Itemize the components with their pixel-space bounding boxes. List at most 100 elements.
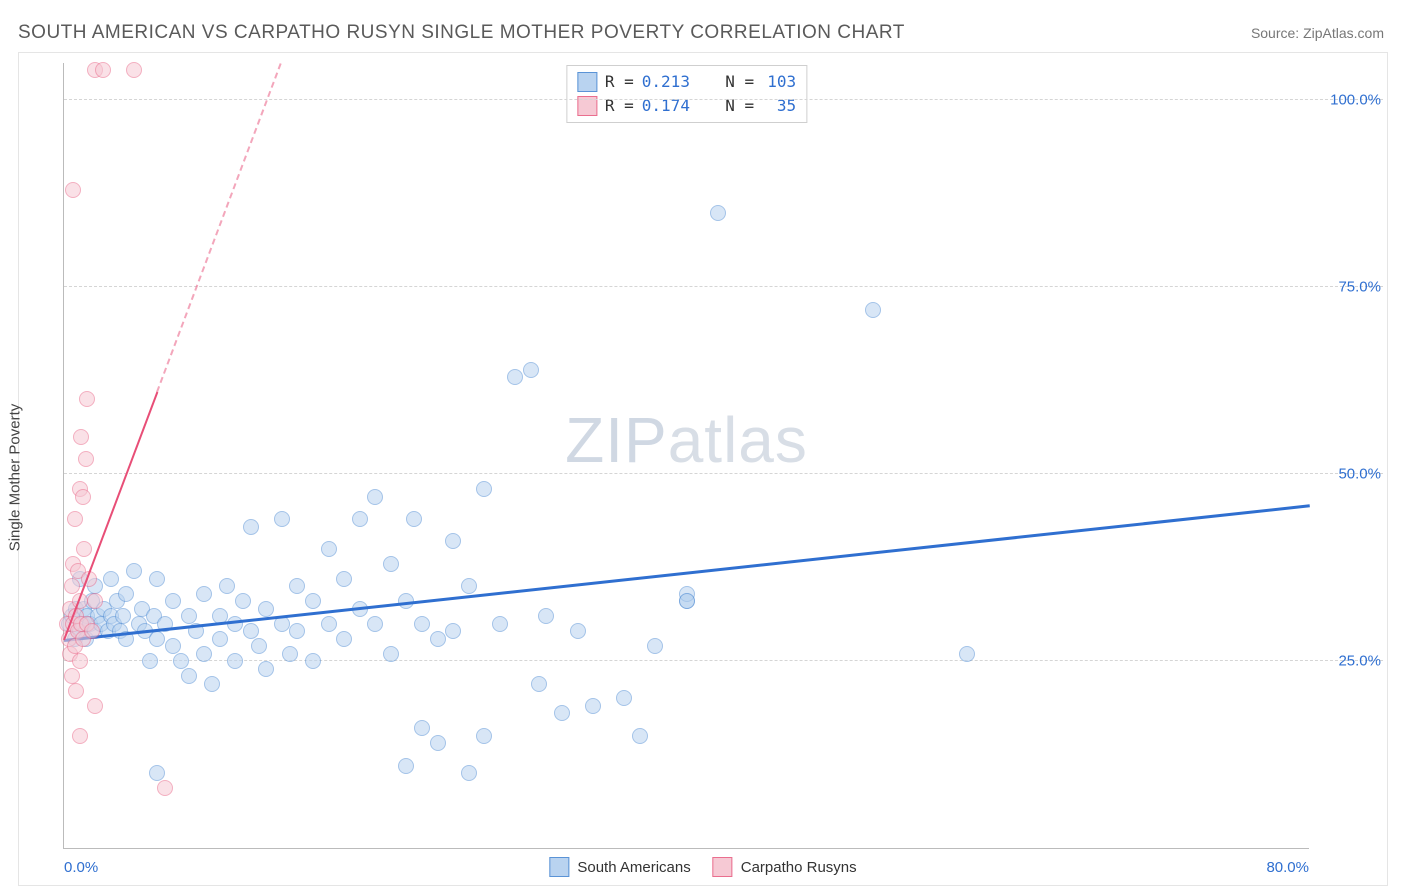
data-point xyxy=(554,705,570,721)
data-point xyxy=(367,616,383,632)
data-point xyxy=(173,653,189,669)
data-point xyxy=(87,593,103,609)
data-point xyxy=(476,728,492,744)
legend-label: Carpatho Rusyns xyxy=(741,859,857,876)
data-point xyxy=(383,556,399,572)
data-point xyxy=(570,623,586,639)
stat-n-value: 103 xyxy=(762,70,796,94)
data-point xyxy=(79,391,95,407)
legend-swatch xyxy=(713,857,733,877)
data-point xyxy=(251,638,267,654)
data-point xyxy=(321,616,337,632)
data-point xyxy=(321,541,337,557)
data-point xyxy=(336,631,352,647)
data-point xyxy=(78,451,94,467)
data-point xyxy=(181,608,197,624)
data-point xyxy=(476,481,492,497)
data-point xyxy=(103,571,119,587)
data-point xyxy=(274,511,290,527)
data-point xyxy=(68,683,84,699)
watermark: ZIPatlas xyxy=(565,403,808,477)
data-point xyxy=(406,511,422,527)
stat-r-label: R = xyxy=(605,94,634,118)
data-point xyxy=(305,593,321,609)
legend-label: South Americans xyxy=(577,859,690,876)
stat-n-label: N = xyxy=(725,70,754,94)
data-point xyxy=(219,578,235,594)
data-point xyxy=(72,728,88,744)
data-point xyxy=(65,182,81,198)
watermark-thin: atlas xyxy=(668,404,808,476)
trendline xyxy=(157,64,282,393)
data-point xyxy=(289,578,305,594)
data-point xyxy=(531,676,547,692)
data-point xyxy=(95,62,111,78)
data-point xyxy=(258,601,274,617)
data-point xyxy=(383,646,399,662)
data-point xyxy=(367,489,383,505)
data-point xyxy=(204,676,220,692)
stats-row: R =0.174 N =35 xyxy=(577,94,796,118)
data-point xyxy=(430,735,446,751)
data-point xyxy=(118,586,134,602)
y-tick-label: 50.0% xyxy=(1317,466,1381,483)
data-point xyxy=(647,638,663,654)
data-point xyxy=(445,533,461,549)
data-point xyxy=(196,646,212,662)
correlation-stats-box: R =0.213 N =103R =0.174 N =35 xyxy=(566,65,807,123)
data-point xyxy=(243,623,259,639)
data-point xyxy=(492,616,508,632)
data-point xyxy=(461,765,477,781)
data-point xyxy=(73,429,89,445)
source-attribution: Source: ZipAtlas.com xyxy=(1251,25,1384,41)
data-point xyxy=(75,489,91,505)
data-point xyxy=(149,631,165,647)
source-link[interactable]: ZipAtlas.com xyxy=(1303,25,1384,41)
data-point xyxy=(243,519,259,535)
data-point xyxy=(126,62,142,78)
data-point xyxy=(196,586,212,602)
y-tick-label: 75.0% xyxy=(1317,279,1381,296)
stat-n-label: N = xyxy=(725,94,754,118)
data-point xyxy=(445,623,461,639)
data-point xyxy=(235,593,251,609)
data-point xyxy=(72,653,88,669)
legend-item: South Americans xyxy=(549,857,690,877)
chart-title: SOUTH AMERICAN VS CARPATHO RUSYN SINGLE … xyxy=(18,22,905,44)
stats-row: R =0.213 N =103 xyxy=(577,70,796,94)
data-point xyxy=(959,646,975,662)
stat-r-label: R = xyxy=(605,70,634,94)
data-point xyxy=(430,631,446,647)
stat-n-value: 35 xyxy=(762,94,796,118)
data-point xyxy=(67,511,83,527)
source-label: Source: xyxy=(1251,25,1303,41)
data-point xyxy=(414,720,430,736)
data-point xyxy=(64,668,80,684)
gridline-horizontal xyxy=(64,99,1383,100)
chart-container: Single Mother Poverty ZIPatlas R =0.213 … xyxy=(18,52,1388,886)
data-point xyxy=(632,728,648,744)
data-point xyxy=(305,653,321,669)
data-point xyxy=(181,668,197,684)
data-point xyxy=(87,698,103,714)
y-tick-label: 25.0% xyxy=(1317,653,1381,670)
legend-item: Carpatho Rusyns xyxy=(713,857,857,877)
data-point xyxy=(165,638,181,654)
gridline-horizontal xyxy=(64,286,1383,287)
data-point xyxy=(414,616,430,632)
legend-swatch xyxy=(577,72,597,92)
data-point xyxy=(212,631,228,647)
data-point xyxy=(282,646,298,662)
legend: South Americans Carpatho Rusyns xyxy=(545,855,860,879)
data-point xyxy=(126,563,142,579)
data-point xyxy=(616,690,632,706)
data-point xyxy=(258,661,274,677)
data-point xyxy=(507,369,523,385)
data-point xyxy=(115,608,131,624)
data-point xyxy=(710,205,726,221)
data-point xyxy=(398,758,414,774)
data-point xyxy=(585,698,601,714)
legend-swatch xyxy=(549,857,569,877)
data-point xyxy=(76,541,92,557)
y-tick-label: 100.0% xyxy=(1317,92,1381,109)
